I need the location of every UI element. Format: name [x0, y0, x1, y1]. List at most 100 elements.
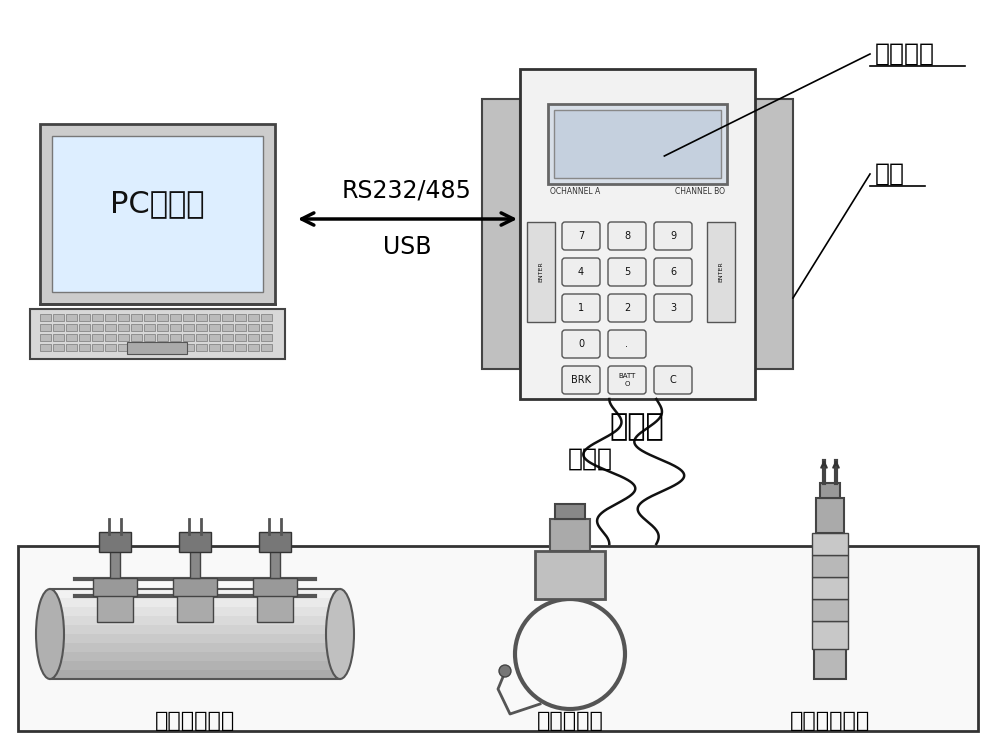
- Bar: [79, 324, 90, 331]
- Text: 5: 5: [624, 267, 630, 277]
- Bar: [520, 69, 755, 399]
- Bar: [50, 633, 340, 643]
- Bar: [110, 548, 120, 578]
- FancyBboxPatch shape: [654, 222, 692, 250]
- Bar: [92, 344, 103, 351]
- Bar: [261, 324, 272, 331]
- Bar: [707, 222, 735, 322]
- Bar: [40, 124, 275, 304]
- Bar: [131, 344, 142, 351]
- Text: 2: 2: [624, 303, 630, 313]
- Bar: [183, 314, 194, 321]
- Bar: [144, 344, 155, 351]
- Bar: [79, 314, 90, 321]
- Bar: [248, 334, 259, 341]
- Ellipse shape: [36, 589, 64, 679]
- Text: 超声壁厚探头: 超声壁厚探头: [790, 711, 870, 731]
- Bar: [527, 222, 555, 322]
- Bar: [97, 592, 133, 622]
- Bar: [170, 344, 181, 351]
- Bar: [50, 642, 340, 652]
- Bar: [53, 314, 64, 321]
- FancyBboxPatch shape: [562, 366, 600, 394]
- Bar: [235, 334, 246, 341]
- Bar: [40, 344, 51, 351]
- Text: RS232/485: RS232/485: [342, 179, 472, 203]
- Bar: [53, 344, 64, 351]
- Bar: [66, 324, 77, 331]
- Text: 按键: 按键: [875, 162, 905, 186]
- Text: 9: 9: [670, 231, 676, 241]
- Bar: [248, 324, 259, 331]
- FancyBboxPatch shape: [654, 294, 692, 322]
- Bar: [144, 314, 155, 321]
- Text: 超声流量探头: 超声流量探头: [155, 711, 235, 731]
- Bar: [179, 532, 211, 552]
- Bar: [52, 136, 263, 292]
- Text: OCHANNEL A: OCHANNEL A: [550, 187, 600, 196]
- Bar: [170, 314, 181, 321]
- Bar: [131, 314, 142, 321]
- Bar: [253, 578, 297, 596]
- Bar: [261, 344, 272, 351]
- Bar: [812, 533, 848, 555]
- Bar: [157, 324, 168, 331]
- Bar: [261, 334, 272, 341]
- Text: 显示界面: 显示界面: [875, 42, 935, 66]
- FancyBboxPatch shape: [562, 258, 600, 286]
- Text: CHANNEL BO: CHANNEL BO: [675, 187, 725, 196]
- Bar: [222, 324, 233, 331]
- Text: 流量计: 流量计: [610, 413, 664, 441]
- Bar: [209, 314, 220, 321]
- Bar: [30, 309, 285, 359]
- Bar: [257, 592, 293, 622]
- FancyBboxPatch shape: [654, 366, 692, 394]
- Bar: [183, 344, 194, 351]
- Bar: [261, 314, 272, 321]
- Text: 6: 6: [670, 267, 676, 277]
- Bar: [248, 314, 259, 321]
- Text: USB: USB: [383, 235, 431, 259]
- Bar: [79, 334, 90, 341]
- Bar: [820, 483, 840, 498]
- Bar: [222, 314, 233, 321]
- Text: 7: 7: [578, 231, 584, 241]
- Bar: [235, 324, 246, 331]
- Text: 3: 3: [670, 303, 676, 313]
- Bar: [92, 324, 103, 331]
- Bar: [270, 548, 280, 578]
- Bar: [173, 578, 217, 596]
- Bar: [755, 99, 793, 369]
- Bar: [177, 592, 213, 622]
- FancyBboxPatch shape: [654, 258, 692, 286]
- Bar: [50, 651, 340, 661]
- Bar: [157, 334, 168, 341]
- Bar: [812, 577, 848, 599]
- Bar: [196, 334, 207, 341]
- Text: 连接线: 连接线: [568, 447, 612, 471]
- FancyBboxPatch shape: [562, 222, 600, 250]
- Bar: [53, 324, 64, 331]
- Bar: [40, 334, 51, 341]
- Bar: [118, 324, 129, 331]
- FancyBboxPatch shape: [562, 330, 600, 358]
- Bar: [66, 344, 77, 351]
- Bar: [554, 110, 721, 178]
- Bar: [50, 660, 340, 670]
- Ellipse shape: [326, 589, 354, 679]
- Bar: [816, 498, 844, 533]
- Bar: [105, 334, 116, 341]
- Bar: [92, 314, 103, 321]
- Bar: [50, 588, 340, 598]
- Bar: [127, 342, 187, 354]
- Text: BATT
O: BATT O: [618, 374, 636, 386]
- Bar: [812, 621, 848, 649]
- Bar: [235, 314, 246, 321]
- Bar: [196, 344, 207, 351]
- Text: ENTER: ENTER: [538, 261, 544, 282]
- Text: 8: 8: [624, 231, 630, 241]
- Bar: [99, 532, 131, 552]
- Bar: [105, 314, 116, 321]
- Text: 4: 4: [578, 267, 584, 277]
- Bar: [812, 599, 848, 621]
